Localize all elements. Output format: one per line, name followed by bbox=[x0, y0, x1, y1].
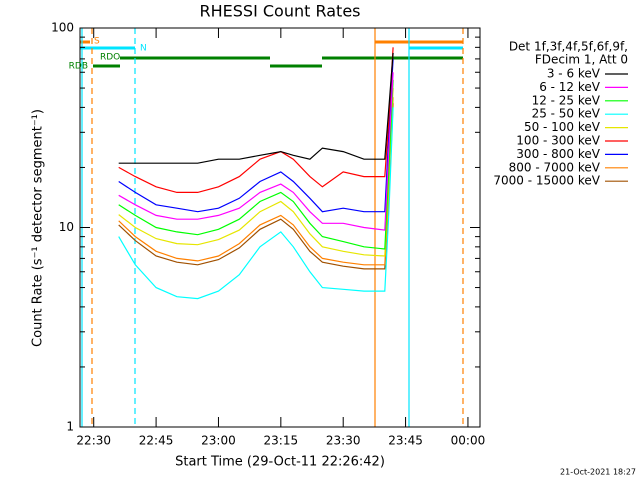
x-tick-label: 23:30 bbox=[326, 434, 361, 448]
footer: 21-Oct-2021 18:27 bbox=[560, 468, 636, 477]
chart-title: RHESSI Count Rates bbox=[200, 2, 361, 21]
x-tick-label: 23:45 bbox=[388, 434, 423, 448]
series-line bbox=[118, 72, 394, 231]
y-tick-label: 10 bbox=[59, 220, 74, 234]
legend-label: 12 - 25 keV bbox=[532, 93, 601, 107]
series-line bbox=[118, 107, 394, 300]
legend-header: FDecim 1, Att 0 bbox=[535, 53, 628, 67]
series-line bbox=[118, 58, 394, 213]
annotation: RDO bbox=[100, 53, 120, 63]
annotation: N bbox=[140, 44, 147, 54]
legend-label: 3 - 6 keV bbox=[547, 67, 601, 81]
legend-label: 50 - 100 keV bbox=[524, 120, 601, 134]
x-tick-label: 23:00 bbox=[201, 434, 236, 448]
x-tick-label: 00:00 bbox=[451, 434, 486, 448]
y-axis-label: Count Rate (s⁻¹ detector segment⁻¹) bbox=[31, 109, 46, 347]
x-tick-label: 23:15 bbox=[264, 434, 299, 448]
series-line bbox=[118, 52, 394, 164]
legend-label: 6 - 12 keV bbox=[539, 80, 601, 94]
series-line bbox=[118, 103, 394, 270]
series-line bbox=[118, 88, 394, 257]
x-tick-label: 22:45 bbox=[139, 434, 174, 448]
legend-label: 800 - 7000 keV bbox=[509, 160, 601, 174]
y-tick-label: 1 bbox=[66, 420, 74, 434]
series-line bbox=[118, 79, 394, 250]
legend-label: 25 - 50 keV bbox=[532, 107, 601, 121]
annotation: RDB bbox=[69, 62, 88, 72]
x-axis-label: Start Time (29-Oct-11 22:26:42) bbox=[175, 455, 385, 470]
legend-label: 100 - 300 keV bbox=[516, 134, 600, 148]
annotation: S bbox=[94, 37, 100, 47]
legend-label: 300 - 800 keV bbox=[516, 147, 600, 161]
y-tick-label: 100 bbox=[51, 21, 74, 35]
legend-header: Det 1f,3f,4f,5f,6f,9f, bbox=[509, 40, 628, 54]
legend-label: 7000 - 15000 keV bbox=[493, 174, 600, 188]
series-line bbox=[118, 97, 394, 266]
x-tick-label: 22:30 bbox=[76, 434, 111, 448]
